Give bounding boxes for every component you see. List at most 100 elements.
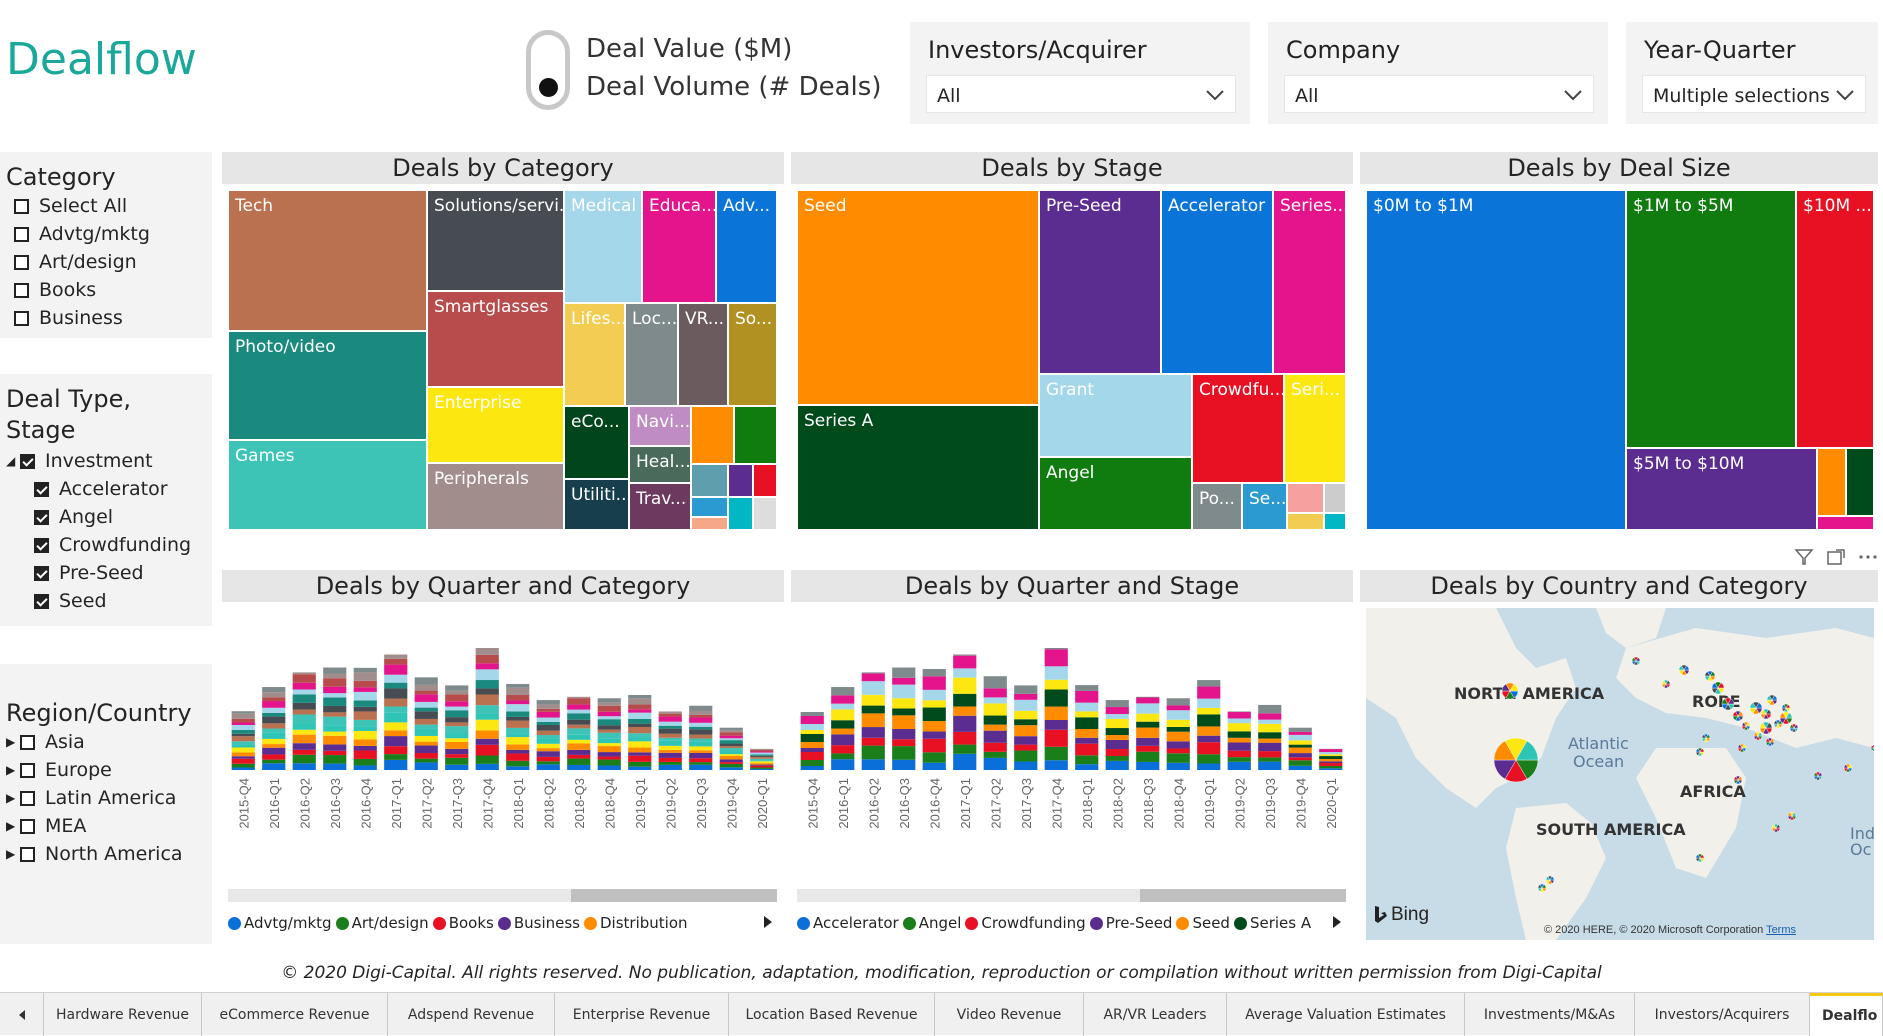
tile-utilities[interactable]: Utiliti... (564, 479, 629, 530)
bar-segment[interactable] (689, 746, 712, 750)
bar-segment[interactable] (1136, 728, 1159, 738)
tile-5m-10m[interactable]: $5M to $10M (1626, 448, 1817, 530)
bar-segment[interactable] (953, 745, 976, 754)
bar-segment[interactable] (415, 745, 438, 753)
bar-segment[interactable] (384, 760, 407, 770)
bar-segment[interactable] (1014, 751, 1037, 762)
bar-segment[interactable] (659, 762, 682, 765)
tile-small[interactable] (728, 497, 753, 530)
bar-segment[interactable] (1289, 735, 1312, 740)
bar-segment[interactable] (1014, 700, 1037, 711)
expand-triangle-icon[interactable]: ▶ (6, 847, 16, 861)
bar-segment[interactable] (801, 766, 824, 770)
bar-segment[interactable] (1167, 698, 1190, 705)
bar-segment[interactable] (831, 734, 854, 745)
bar-segment[interactable] (628, 719, 651, 724)
bar-segment[interactable] (862, 746, 885, 760)
region-option-latin-america[interactable]: ▶Latin America (6, 785, 176, 811)
checkbox[interactable] (14, 255, 29, 270)
bar-segment[interactable] (923, 700, 946, 707)
bar-segment[interactable] (415, 711, 438, 719)
bar-segment[interactable] (862, 727, 885, 738)
bar-segment[interactable] (506, 711, 529, 716)
bar-segment[interactable] (384, 699, 407, 707)
bar-segment[interactable] (1136, 752, 1159, 762)
bar-segment[interactable] (232, 745, 255, 748)
bar-segment[interactable] (537, 725, 560, 731)
bar-segment[interactable] (1045, 760, 1068, 770)
bar-segment[interactable] (293, 763, 316, 770)
bar-segment[interactable] (984, 676, 1007, 688)
bar-segment[interactable] (689, 715, 712, 718)
bar-segment[interactable] (537, 735, 560, 738)
bar-segment[interactable] (384, 746, 407, 754)
bar-segment[interactable] (598, 743, 621, 746)
tile-small[interactable] (1287, 513, 1324, 530)
bar-segment[interactable] (415, 685, 438, 691)
bar-segment[interactable] (506, 754, 529, 761)
chart-scrollbar[interactable] (228, 889, 777, 902)
bar-segment[interactable] (537, 751, 560, 757)
checkbox[interactable] (20, 847, 35, 862)
bar-segment[interactable] (720, 759, 743, 762)
bar-segment[interactable] (1228, 731, 1251, 737)
bar-segment[interactable] (415, 742, 438, 746)
stage-option-crowdfunding[interactable]: Crowdfunding (34, 532, 191, 558)
bar-segment[interactable] (720, 767, 743, 770)
legend-item[interactable]: Advtg/mktg (228, 914, 332, 932)
bar-segment[interactable] (801, 760, 824, 766)
bar-segment[interactable] (506, 721, 529, 728)
bar-segment[interactable] (262, 732, 285, 739)
bar-segment[interactable] (1319, 766, 1342, 768)
bar-segment[interactable] (1228, 712, 1251, 718)
tile-series-a[interactable]: Series A (797, 405, 1039, 530)
bar-segment[interactable] (1106, 735, 1129, 740)
bar-segment[interactable] (953, 716, 976, 732)
bar-segment[interactable] (598, 757, 621, 760)
bar-segment[interactable] (1197, 754, 1220, 763)
bar-segment[interactable] (384, 665, 407, 675)
bar-segment[interactable] (689, 741, 712, 746)
bar-segment[interactable] (537, 764, 560, 770)
bar-segment[interactable] (1075, 744, 1098, 756)
bar-segment[interactable] (923, 708, 946, 722)
tile-lifestyle[interactable]: Lifes... (564, 303, 625, 406)
bar-segment[interactable] (689, 718, 712, 723)
bar-segment[interactable] (1197, 742, 1220, 754)
bar-segment[interactable] (689, 739, 712, 742)
bar-segment[interactable] (862, 673, 885, 681)
tile-crowdfunding[interactable]: Crowdfu... (1192, 374, 1284, 483)
bar-segment[interactable] (801, 724, 824, 730)
bar-segment[interactable] (689, 706, 712, 711)
bar-segment[interactable] (750, 751, 773, 752)
bar-segment[interactable] (1228, 711, 1251, 712)
bar-segment[interactable] (1228, 738, 1251, 743)
bar-segment[interactable] (750, 756, 773, 757)
tile-0m-1m[interactable]: $0M to $1M (1366, 190, 1626, 530)
bar-segment[interactable] (984, 758, 1007, 770)
bar-segment[interactable] (1106, 707, 1129, 714)
bar-segment[interactable] (293, 730, 316, 735)
region-option-europe[interactable]: ▶Europe (6, 757, 112, 783)
bar-segment[interactable] (232, 722, 255, 725)
bar-segment[interactable] (1075, 711, 1098, 717)
bar-segment[interactable] (476, 688, 499, 694)
tab-scroll-left[interactable] (0, 993, 44, 1036)
bar-segment[interactable] (720, 754, 743, 756)
bar-segment[interactable] (1075, 717, 1098, 729)
checkbox[interactable] (14, 227, 29, 242)
bar-segment[interactable] (801, 734, 824, 742)
stage-option-seed[interactable]: Seed (34, 588, 107, 614)
bar-segment[interactable] (892, 709, 915, 716)
bar-segment[interactable] (1106, 700, 1129, 707)
bar-segment[interactable] (1167, 732, 1190, 742)
bar-segment[interactable] (1289, 748, 1312, 753)
bar-segment[interactable] (750, 753, 773, 755)
bar-segment[interactable] (984, 743, 1007, 752)
tile-accelerator[interactable]: Accelerator (1161, 190, 1273, 374)
bar-segment[interactable] (415, 691, 438, 695)
bar-segment[interactable] (323, 717, 346, 726)
bar-segment[interactable] (1014, 719, 1037, 725)
bar-segment[interactable] (720, 746, 743, 748)
bar-segment[interactable] (1075, 729, 1098, 738)
